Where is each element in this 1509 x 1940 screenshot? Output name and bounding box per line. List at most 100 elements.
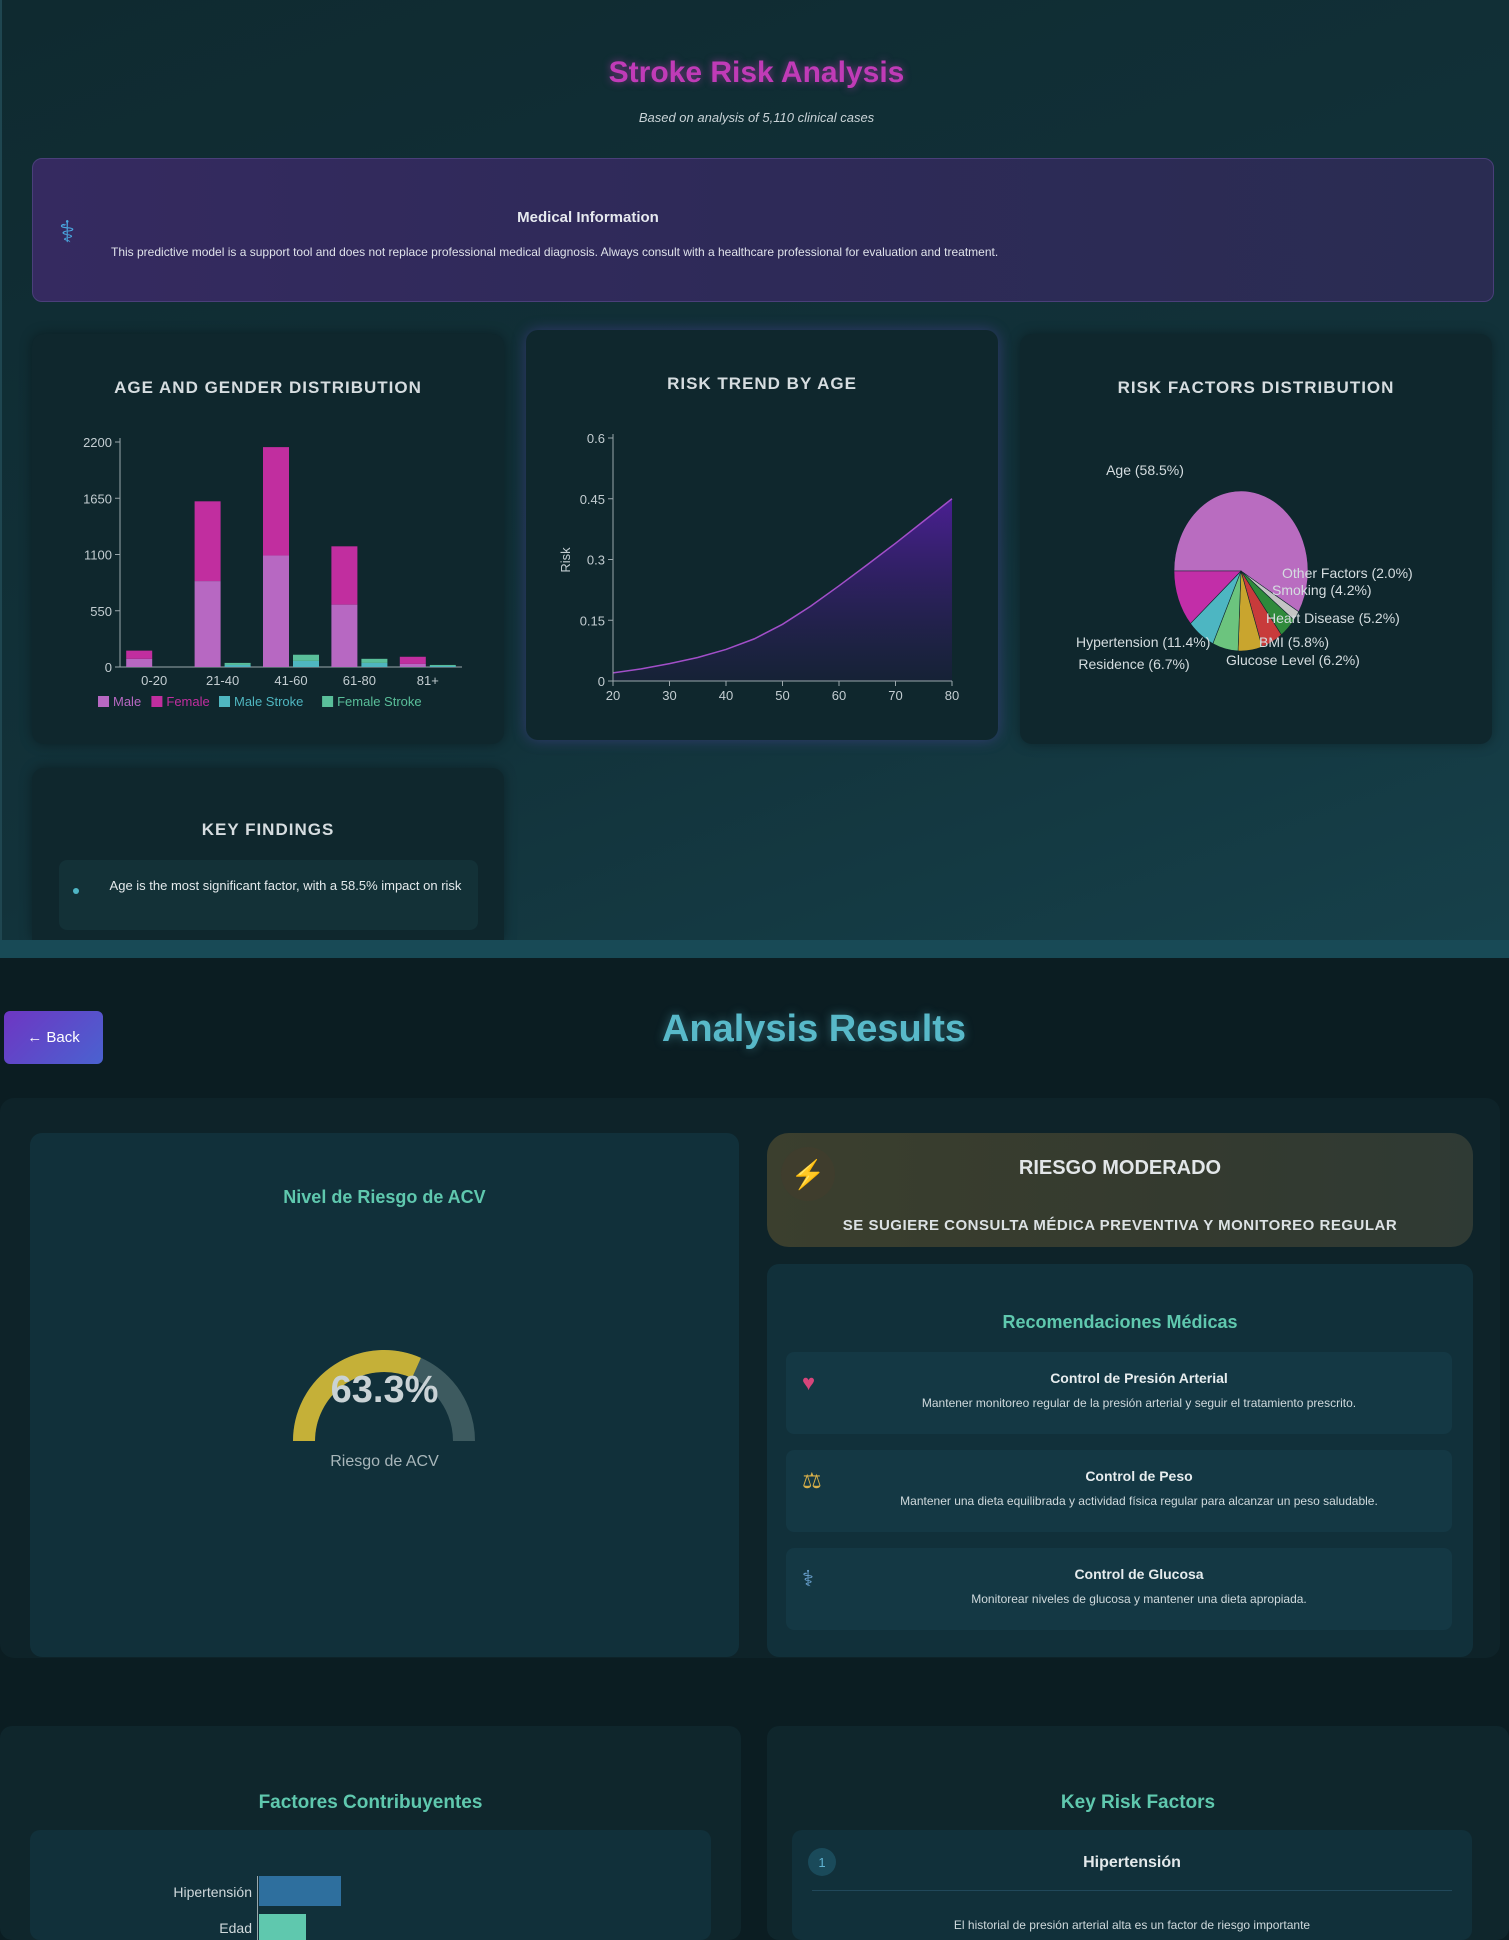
key-findings-title: KEY FINDINGS	[201, 820, 335, 839]
back-button[interactable]: ← Back	[4, 1011, 103, 1064]
risk-factor-item: 1 Hipertensión El historial de presión a…	[792, 1830, 1472, 1940]
pie-label: Glucose Level (6.2%)	[1226, 652, 1360, 668]
y-tick-label: 550	[90, 604, 112, 619]
page-subtitle: Based on analysis of 5,110 clinical case…	[638, 110, 875, 125]
factor-bar	[259, 1914, 306, 1940]
x-tick-label: 21-40	[206, 673, 239, 688]
bar-male	[126, 658, 153, 667]
risk-factor-number: 1	[808, 1848, 836, 1876]
medical-info-title: Medical Information	[517, 209, 659, 226]
contributing-chart-box: Hipertensión Edad	[30, 1830, 711, 1940]
pie-slice	[1173, 490, 1309, 613]
y-tick-label: 0.3	[587, 553, 605, 568]
risk-factor-title: Hipertensión	[1083, 1854, 1181, 1871]
contributing-factors-card: Factores Contribuyentes Hipertensión Eda…	[0, 1726, 741, 1940]
recommendation-title: Control de Peso	[1085, 1468, 1193, 1484]
pie-label: BMI (5.8%)	[1259, 634, 1329, 650]
factor-label: Edad	[219, 1920, 252, 1936]
key-risk-factors-title: Key Risk Factors	[1060, 1792, 1216, 1813]
bar-female-stroke	[224, 662, 251, 665]
risk-area	[613, 498, 952, 681]
gauge-value: 63.3%	[330, 1369, 439, 1411]
bullet-icon	[73, 888, 79, 894]
recommendations-title: Recomendaciones Médicas	[1002, 1312, 1238, 1332]
bar-female-stroke	[293, 654, 319, 661]
risk-suggestion: SE SUGIERE CONSULTA MÉDICA PREVENTIVA Y …	[842, 1217, 1398, 1234]
recommendation-item: ♥ Control de Presión Arterial Mantener m…	[786, 1352, 1452, 1434]
section-divider	[0, 940, 1509, 958]
risk-factor-text: El historial de presión arterial alta es…	[953, 1918, 1311, 1932]
x-tick-label: 50	[775, 688, 789, 703]
risk-gauge	[293, 1350, 475, 1442]
pie-slice	[1173, 570, 1242, 624]
x-tick-label: 61-80	[343, 673, 376, 688]
caduceus-icon: ⚕	[59, 216, 76, 249]
medical-info-box: ⚕ Medical Information This predictive mo…	[32, 158, 1494, 302]
y-tick-label: 0.6	[587, 431, 605, 446]
x-tick-label: 81+	[417, 673, 439, 688]
bar-male-stroke	[293, 660, 319, 667]
recommendation-text: Mantener una dieta equilibrada y activid…	[900, 1494, 1378, 1508]
bar-female	[331, 546, 358, 605]
x-tick-label: 40	[719, 688, 733, 703]
risk-trend-title: RISK TREND BY AGE	[667, 374, 857, 393]
risk-level: RIESGO MODERADO	[1018, 1157, 1222, 1179]
age-gender-panel: AGE AND GENDER DISTRIBUTION 0 550 1100 1650…	[32, 334, 504, 744]
bar-male-stroke	[429, 665, 456, 667]
scale-icon: ⚖	[802, 1468, 822, 1493]
y-tick-label: 1650	[83, 491, 112, 506]
age-gender-title: AGE AND GENDER DISTRIBUTION	[114, 378, 422, 397]
factor-axis	[257, 1876, 258, 1940]
results-title: Analysis Results	[661, 1008, 967, 1050]
y-axis-label: Risk	[558, 547, 573, 573]
finding-text: Age is the most significant factor, with…	[109, 878, 462, 893]
heart-icon: ♥	[802, 1370, 816, 1395]
bar-male	[263, 555, 289, 667]
risk-line	[612, 498, 953, 674]
key-findings-panel: KEY FINDINGS Age is the most significant…	[32, 768, 504, 940]
x-tick-label: 0-20	[141, 673, 167, 688]
bar-female	[194, 501, 221, 582]
y-tick-label: 0.45	[580, 492, 605, 507]
bar-female-stroke	[429, 664, 456, 666]
x-tick-label: 70	[888, 688, 902, 703]
bar-male	[331, 604, 358, 667]
risk-level-banner: ⚡ RIESGO MODERADO SE SUGIERE CONSULTA MÉ…	[767, 1133, 1473, 1247]
factor-label: Hipertensión	[173, 1884, 252, 1900]
recommendations-card: Recomendaciones Médicas ♥ Control de Pre…	[767, 1264, 1473, 1657]
legend-swatch	[219, 696, 230, 707]
finding-item: Age is the most significant factor, with…	[59, 860, 478, 930]
risk-trend-chart: 0 0.15 0.3 0.45 0.6 20 30 40 50 60 70 80 Risk	[558, 431, 959, 703]
stethoscope-icon: ⚕	[802, 1566, 814, 1591]
bar-female	[126, 650, 153, 659]
recommendation-item: ⚕ Control de Glucosa Monitorear niveles …	[786, 1548, 1452, 1630]
y-tick-label: 0.15	[580, 613, 605, 628]
y-tick-label: 1100	[84, 548, 112, 563]
page-title: Stroke Risk Analysis	[608, 56, 905, 89]
risk-factors-chart: Age (58.5%) Other Factors (2.0%)Smoking (…	[1076, 462, 1413, 672]
gauge-card: Nivel de Riesgo de ACV 63.3% Riesgo de A…	[30, 1133, 739, 1657]
factor-bar	[259, 1876, 341, 1906]
gauge-fill	[293, 1350, 421, 1442]
y-tick-label: 2200	[83, 435, 112, 450]
gauge-title: Nivel de Riesgo de ACV	[283, 1187, 486, 1207]
bar-female	[399, 656, 426, 664]
medical-info-text: This predictive model is a support tool …	[111, 245, 999, 259]
bar-male	[399, 663, 426, 667]
recommendation-title: Control de Presión Arterial	[1050, 1370, 1228, 1386]
y-tick-label: 0	[105, 660, 112, 675]
x-tick-label: 30	[662, 688, 676, 703]
bar-female-stroke	[361, 658, 388, 663]
legend-swatch	[98, 696, 109, 707]
x-tick-label: 20	[606, 688, 620, 703]
recommendation-text: Monitorear niveles de glucosa y mantener…	[971, 1592, 1307, 1606]
risk-factors-panel: RISK FACTORS DISTRIBUTION Age (58.5%) Oth…	[1020, 334, 1492, 744]
legend-label: Female	[166, 694, 209, 709]
y-tick-label: 0	[598, 674, 605, 689]
bar-male-stroke	[224, 664, 251, 667]
pie-label: Age (58.5%)	[1106, 462, 1184, 478]
x-tick-label: 80	[945, 688, 959, 703]
lightning-icon: ⚡	[781, 1147, 835, 1201]
x-tick-label: 60	[832, 688, 846, 703]
dashboard-page: Stroke Risk Analysis Based on analysis o…	[0, 0, 1509, 940]
